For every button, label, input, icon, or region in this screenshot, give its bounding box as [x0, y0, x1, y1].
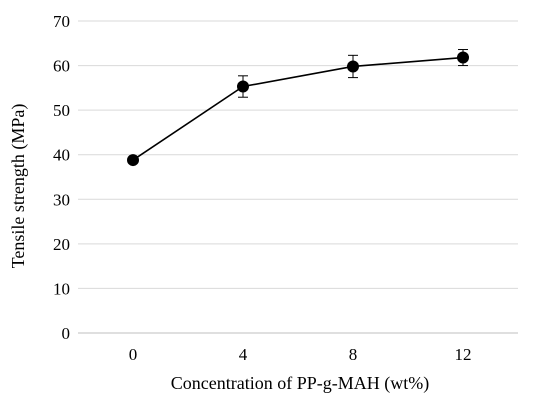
axes: 0 10 20 30 40 50 60 70 0 4 8 12: [53, 12, 518, 364]
x-tick-label: 12: [455, 345, 472, 364]
y-tick-label: 40: [53, 146, 70, 165]
x-tick-label: 0: [129, 345, 138, 364]
y-tick-label: 20: [53, 235, 70, 254]
y-axis-title: Tensile strength (MPa): [8, 104, 29, 269]
data-point: [457, 51, 469, 64]
gridlines: [78, 20, 518, 289]
x-tick-label: 8: [349, 345, 358, 364]
y-tick-label: 10: [53, 279, 70, 298]
data-point: [237, 80, 249, 93]
y-tick-label: 70: [53, 12, 70, 31]
series: [127, 49, 469, 167]
data-point: [347, 60, 359, 73]
series-line: [132, 56, 464, 161]
x-axis-title: Concentration of PP-g-MAH (wt%): [171, 373, 429, 394]
data-point: [127, 154, 139, 167]
x-tick-label: 4: [239, 345, 248, 364]
y-tick-label: 50: [53, 101, 70, 120]
y-tick-label: 60: [53, 57, 70, 76]
y-tick-label: 30: [53, 190, 70, 209]
y-tick-label: 0: [62, 324, 71, 343]
